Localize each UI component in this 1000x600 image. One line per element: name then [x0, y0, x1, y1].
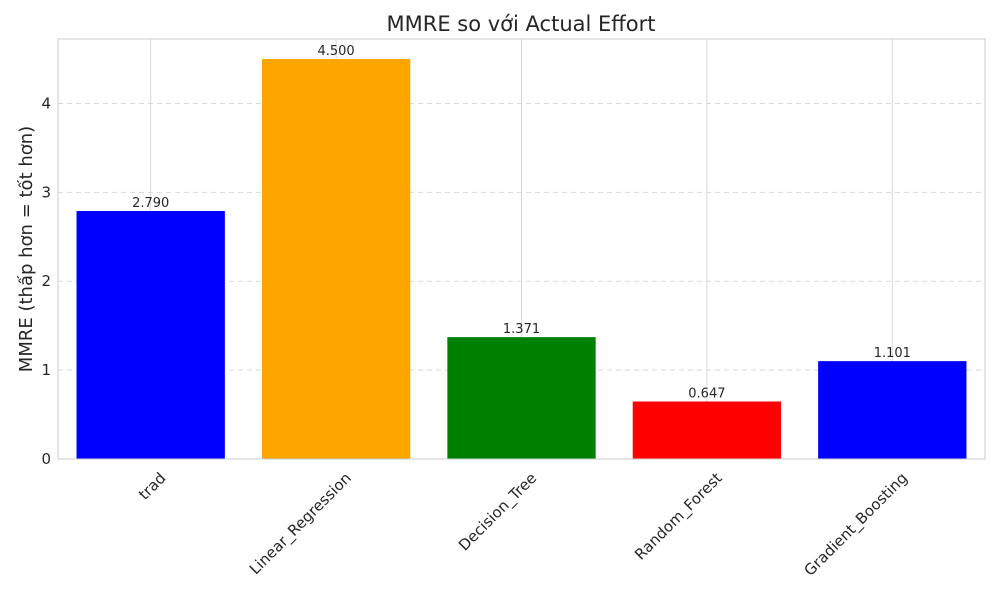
bar-trad: [76, 211, 225, 459]
x-tick-label: Linear_Regression: [246, 469, 356, 579]
bar-layer: [76, 59, 967, 459]
y-tick-label: 2: [41, 272, 51, 290]
y-axis-label: MMRE (thấp hơn = tốt hơn): [16, 126, 37, 372]
bar-random-forest: [632, 401, 782, 459]
y-tick-label: 3: [41, 183, 51, 201]
y-tick-label: 4: [41, 94, 51, 112]
bar-gradient-boosting: [818, 361, 967, 459]
bar-linear-regression: [261, 59, 411, 459]
y-tick-label: 0: [41, 450, 51, 468]
y-tick-label: 1: [41, 361, 51, 379]
x-tick-label: Gradient_Boosting: [801, 469, 912, 580]
data-label: 1.371: [503, 322, 540, 337]
data-label-layer: 2.790 4.500 1.371 0.647 1.101: [132, 44, 911, 401]
bar-decision-tree: [447, 337, 596, 459]
chart-title: MMRE so với Actual Effort: [387, 12, 656, 36]
x-tick-label: Random_Forest: [631, 469, 726, 564]
plot-frame: [57, 38, 986, 460]
data-label: 0.647: [688, 386, 725, 401]
data-label: 4.500: [317, 44, 354, 59]
x-tick-label: trad: [135, 469, 169, 503]
data-label: 1.101: [874, 346, 911, 361]
data-label: 2.790: [132, 196, 169, 211]
x-tick-label: Decision_Tree: [455, 469, 541, 555]
